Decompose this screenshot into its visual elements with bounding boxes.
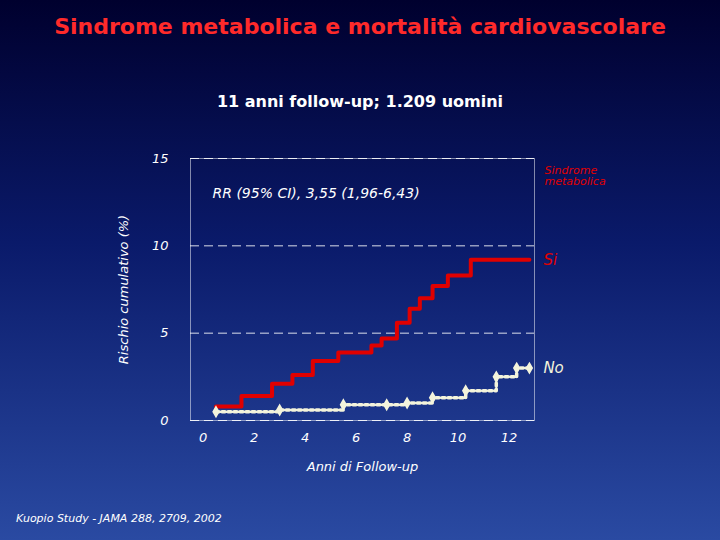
svg-text:Rischio cumulativo (%): Rischio cumulativo (%): [116, 215, 131, 364]
svg-text:No: No: [543, 359, 563, 377]
svg-text:RR (95% CI), 3,55 (1,96-6,43): RR (95% CI), 3,55 (1,96-6,43): [213, 185, 420, 201]
svg-text:4: 4: [301, 430, 309, 445]
svg-text:Si: Si: [543, 251, 558, 269]
svg-text:10: 10: [450, 430, 467, 445]
svg-text:Sindromemetabolica: Sindromemetabolica: [545, 164, 606, 188]
html-text:11 anni follow-up; 1.209 uomin: 11 anni follow-up; 1.209 uomini: [216, 92, 504, 111]
svg-text:5: 5: [160, 325, 168, 340]
svg-text:8: 8: [403, 430, 411, 445]
svg-text:6: 6: [352, 430, 360, 445]
svg-text:0: 0: [199, 430, 207, 445]
html-text:Sindrome metabolica e mortalit: Sindrome metabolica e mortalità cardiova…: [54, 14, 666, 39]
svg-text:Anni di Follow-up: Anni di Follow-up: [306, 459, 419, 474]
svg-text:0: 0: [160, 413, 168, 428]
svg-text:12: 12: [501, 430, 518, 445]
html-text:Kuopio Study - JAMA 288, 2709,: Kuopio Study - JAMA 288, 2709, 2002: [16, 512, 222, 525]
svg-text:10: 10: [152, 238, 169, 253]
svg-text:2: 2: [250, 430, 258, 445]
svg-text:15: 15: [152, 151, 169, 166]
